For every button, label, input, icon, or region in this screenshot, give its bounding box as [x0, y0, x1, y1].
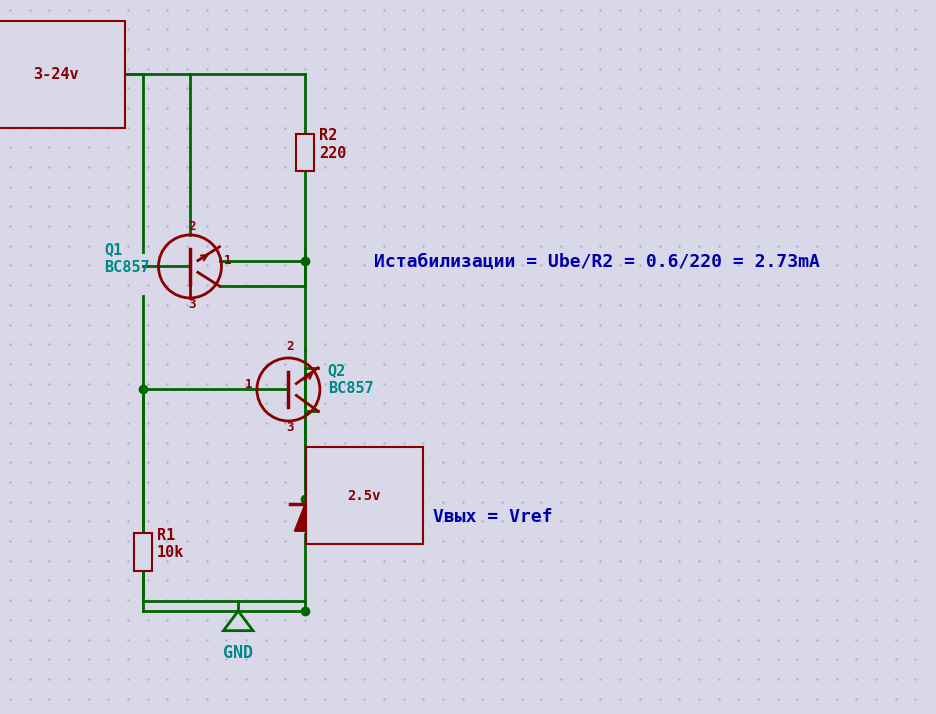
- Text: Q2
BC857: Q2 BC857: [328, 363, 373, 396]
- Text: 2: 2: [286, 340, 294, 353]
- Text: R2
220: R2 220: [318, 129, 346, 161]
- Text: GND: GND: [223, 645, 253, 663]
- Text: R1
10k: R1 10k: [156, 528, 183, 560]
- Text: 1: 1: [245, 378, 253, 391]
- FancyBboxPatch shape: [134, 533, 152, 570]
- Text: U1
TL431: U1 TL431: [318, 506, 364, 538]
- Text: 2: 2: [188, 220, 196, 233]
- Text: 3: 3: [188, 298, 196, 311]
- Text: 2.5v: 2.5v: [347, 489, 381, 503]
- Text: 3: 3: [286, 421, 294, 434]
- Text: 3-24v: 3-24v: [34, 67, 79, 82]
- FancyBboxPatch shape: [296, 134, 314, 171]
- Text: 1: 1: [223, 254, 230, 268]
- Text: Q1
BC857: Q1 BC857: [104, 242, 150, 275]
- Text: Vвых = Vref: Vвых = Vref: [432, 508, 552, 526]
- Polygon shape: [294, 503, 315, 531]
- Text: Истабилизации = Ube/R2 = 0.6/220 = 2.73mA: Истабилизации = Ube/R2 = 0.6/220 = 2.73m…: [373, 253, 819, 271]
